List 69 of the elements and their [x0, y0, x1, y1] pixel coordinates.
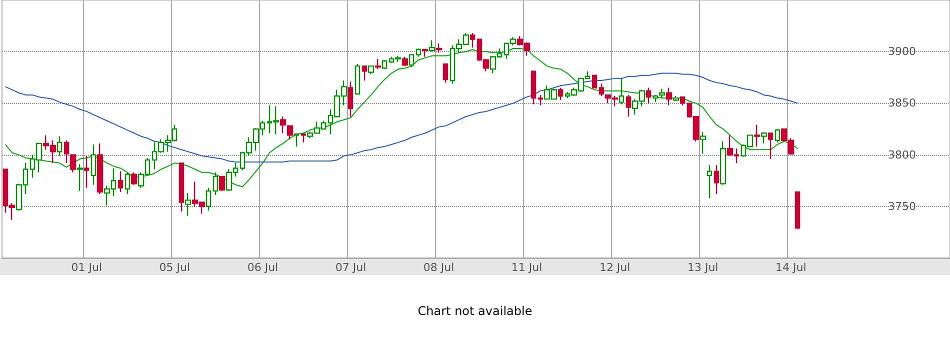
candlestick	[592, 74, 598, 88]
candlestick	[382, 59, 388, 70]
candlestick	[354, 63, 360, 95]
candlestick	[408, 54, 414, 68]
candlestick	[76, 163, 84, 192]
candlestick	[416, 48, 422, 58]
x-tick-label: 14 Jul	[775, 261, 806, 274]
x-tick-label: 12 Jul	[599, 261, 630, 274]
candlestick	[90, 144, 96, 186]
candlestick	[774, 128, 780, 144]
candlestick	[442, 63, 448, 84]
y-tick-label: 3750	[888, 200, 916, 213]
candlestick	[680, 96, 686, 106]
candlestick	[672, 95, 680, 102]
candlestick	[598, 82, 604, 97]
candlestick	[760, 131, 768, 144]
candlestick	[368, 65, 374, 75]
candlestick	[178, 162, 184, 212]
candlestick	[206, 187, 212, 212]
candlestick	[402, 56, 408, 67]
text: Chart not available	[418, 304, 532, 318]
candlestick	[652, 94, 658, 103]
candlestick	[96, 142, 104, 195]
candlestick	[218, 176, 226, 192]
candlestick	[286, 125, 294, 140]
candlestick	[700, 131, 706, 154]
candlestick	[618, 78, 624, 105]
candlestick	[706, 164, 712, 199]
candlestick	[294, 134, 300, 148]
candlestick	[436, 42, 442, 54]
x-tick-label: 01 Jul	[71, 261, 102, 274]
line-series	[4, 48, 798, 188]
candlestick	[558, 87, 564, 101]
candlestick	[646, 87, 652, 104]
candlestick	[280, 116, 286, 134]
x-tick-label: 11 Jul	[511, 261, 542, 274]
candlestick	[470, 32, 476, 48]
candlestick	[84, 155, 90, 188]
y-tick-label: 3800	[888, 148, 916, 162]
x-tick-label: 06 Jul	[247, 261, 278, 274]
candlestick	[124, 172, 130, 195]
candlestick	[118, 170, 124, 193]
x-tick-label: 05 Jul	[159, 261, 190, 274]
y-tick-label: 3900	[888, 45, 916, 58]
candlestick	[658, 88, 666, 99]
candlestick	[538, 94, 544, 106]
candlestick	[348, 80, 354, 118]
candlestick	[768, 132, 774, 160]
candlestick	[666, 87, 672, 106]
candlestick	[56, 136, 62, 156]
candlestick	[422, 48, 428, 58]
candlestick	[714, 164, 720, 195]
candlestick	[720, 140, 726, 186]
x-tick-label: 07 Jul	[335, 261, 366, 274]
y-tick-label: 3850	[888, 96, 916, 110]
x-tick-label: 08 Jul	[423, 261, 454, 274]
candlestick	[754, 124, 760, 148]
candlestick	[626, 94, 632, 118]
candlestick	[184, 192, 192, 216]
candlestick	[374, 58, 382, 70]
candlestick	[212, 172, 218, 196]
candlestick	[530, 70, 536, 105]
line-series	[4, 72, 798, 163]
candlestick	[300, 134, 306, 144]
candlestick	[794, 191, 800, 230]
candlestick	[130, 172, 138, 186]
candlestick	[428, 40, 436, 52]
candlestick	[362, 65, 368, 82]
x-tick-label: 13 Jul	[687, 261, 718, 274]
